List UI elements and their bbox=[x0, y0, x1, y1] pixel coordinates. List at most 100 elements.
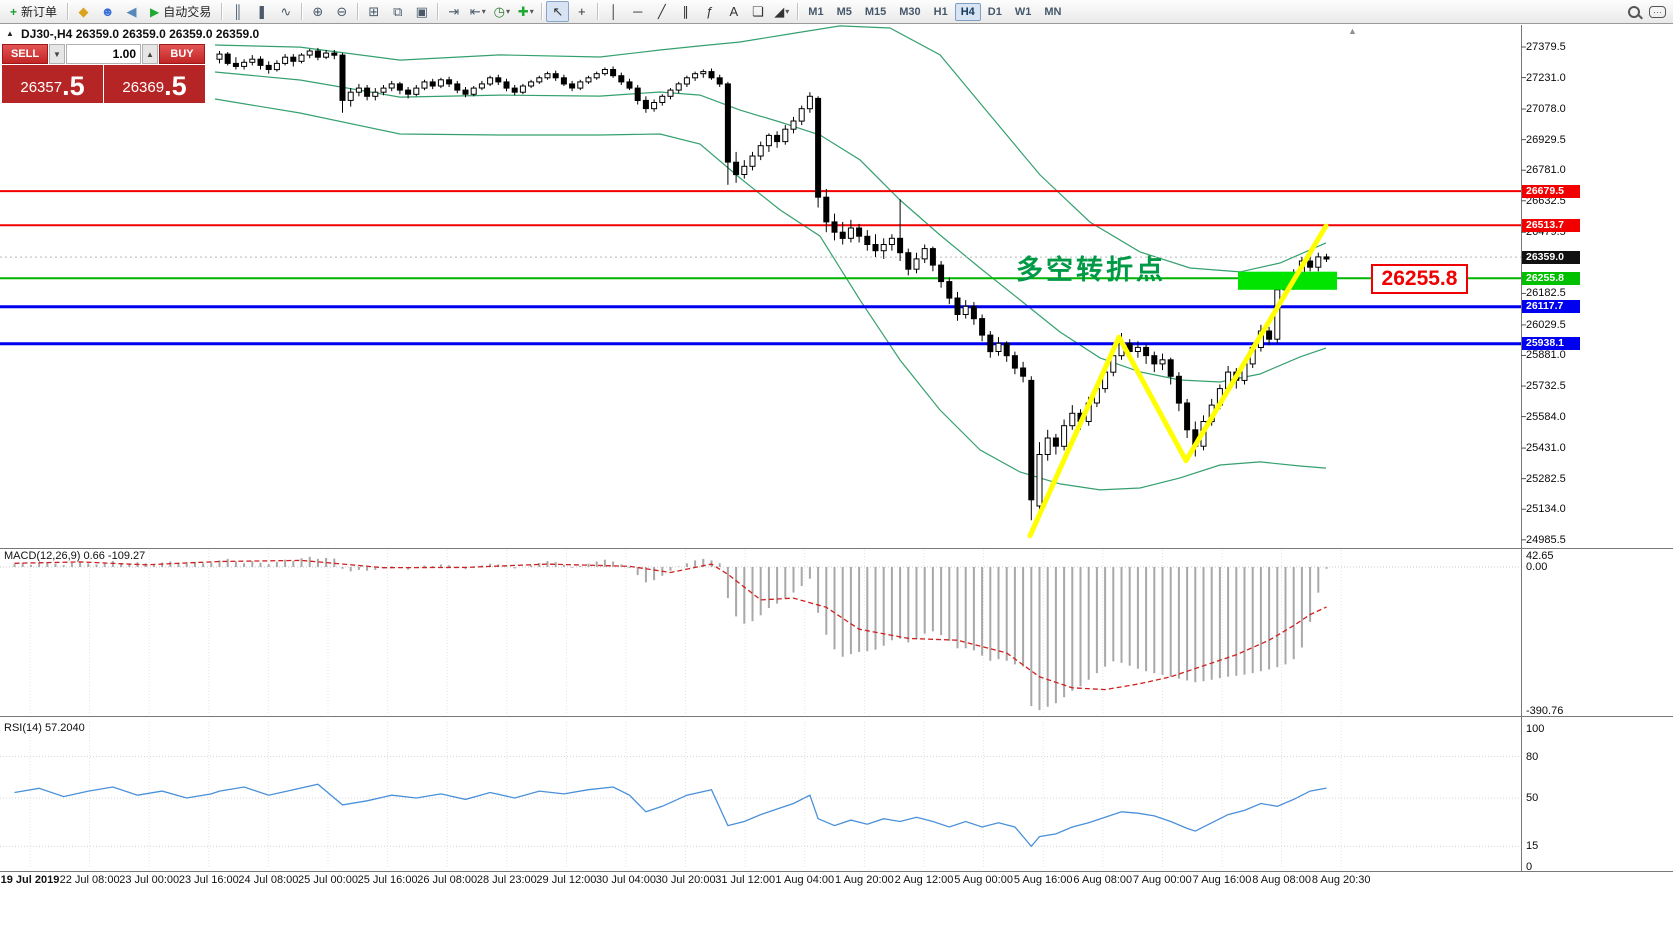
bar-chart-icon[interactable]: ║ bbox=[233, 4, 243, 19]
support-zone-rectangle[interactable] bbox=[1238, 271, 1337, 290]
time-axis-label: 5 Aug 16:00 bbox=[1013, 874, 1073, 886]
timeframe-m5[interactable]: M5 bbox=[836, 5, 852, 18]
price-tick-label: 27379.5 bbox=[1526, 41, 1566, 53]
auto-scroll-icon[interactable]: ⇥ bbox=[448, 3, 460, 19]
indicators-icon[interactable]: ✚ ▾ bbox=[517, 3, 534, 19]
zoom-in-icon[interactable]: ⊕ bbox=[312, 3, 324, 19]
auto-trading-button[interactable]: ▶ 自动交易 bbox=[144, 2, 217, 22]
toolbar-separator bbox=[301, 3, 303, 20]
rsi-scale-label: 0 bbox=[1526, 861, 1533, 873]
rsi-scale-label: 100 bbox=[1526, 723, 1545, 735]
chart-annotation-text[interactable]: 多空转折点 bbox=[1016, 255, 1166, 285]
time-axis-label: 30 Jul 04:00 bbox=[596, 874, 656, 886]
zoom-out-icon[interactable]: ⊖ bbox=[336, 3, 348, 19]
channel-icon[interactable]: ∥ bbox=[682, 3, 690, 19]
zigzag-trendline[interactable] bbox=[1027, 223, 1329, 539]
time-axis-label: 6 Aug 08:00 bbox=[1073, 874, 1133, 886]
rsi-scale-label: 50 bbox=[1526, 792, 1539, 804]
sell-price[interactable]: 26357.5 bbox=[2, 65, 103, 103]
price-tick-label: 26781.0 bbox=[1526, 164, 1566, 177]
volume-decrease-button[interactable]: ▼ bbox=[49, 44, 65, 64]
indicator-gridlines bbox=[29, 550, 1342, 869]
crosshair-icon[interactable]: + bbox=[577, 4, 586, 19]
line-chart-icon[interactable]: ∿ bbox=[280, 3, 292, 19]
price-tick-label: 27078.0 bbox=[1526, 103, 1566, 116]
play-icon: ▶ bbox=[150, 4, 160, 19]
toolbar-separator bbox=[541, 3, 543, 20]
cursor-icon[interactable]: ↖ bbox=[546, 1, 570, 22]
vertical-line-icon[interactable]: │ bbox=[609, 4, 618, 19]
chat-icon[interactable]: ··· bbox=[1646, 1, 1669, 22]
timeframe-d1[interactable]: D1 bbox=[987, 5, 1002, 18]
text-label-icon[interactable]: ❏ bbox=[751, 3, 764, 19]
time-axis-label: 29 Jul 12:00 bbox=[536, 874, 597, 886]
macd-pane-divider[interactable] bbox=[0, 548, 1673, 549]
time-axis-label: 23 Jul 16:00 bbox=[178, 874, 239, 886]
cascade-windows-icon[interactable]: ⧉ bbox=[393, 3, 403, 19]
rsi-scale-label: 80 bbox=[1526, 751, 1539, 763]
volume-input[interactable] bbox=[66, 44, 141, 64]
buy-price[interactable]: 26369.5 bbox=[104, 65, 205, 103]
new-order-button[interactable]: + 新订单 bbox=[4, 2, 63, 22]
price-tick-label: 25282.5 bbox=[1526, 472, 1566, 485]
search-icon[interactable] bbox=[1622, 1, 1645, 22]
price-tick-label: 25881.0 bbox=[1526, 349, 1566, 362]
timeframe-m15[interactable]: M15 bbox=[864, 5, 887, 18]
time-axis-label: 7 Aug 16:00 bbox=[1192, 874, 1252, 886]
rsi-pane-divider[interactable] bbox=[0, 716, 1673, 717]
trendline-icon[interactable]: ╱ bbox=[657, 3, 666, 19]
toolbar-separator bbox=[597, 3, 599, 20]
trade-panel-toggle-icon[interactable]: ▲ bbox=[6, 29, 14, 38]
rsi-scale-label: 15 bbox=[1526, 840, 1539, 852]
price-tick-label: 26929.5 bbox=[1526, 133, 1566, 146]
price-tick-label: 24985.5 bbox=[1526, 533, 1566, 546]
price-tick-label: 25732.5 bbox=[1526, 380, 1566, 393]
price-tick-label: 25431.0 bbox=[1526, 442, 1566, 455]
sell-button[interactable]: SELL bbox=[2, 44, 48, 64]
price-callout-box[interactable]: 26255.8 bbox=[1371, 264, 1468, 294]
horizontal-line-icon[interactable]: ─ bbox=[633, 4, 643, 19]
macd-scale-label: 0.00 bbox=[1526, 561, 1548, 573]
price-line-tag[interactable]: 25938.1 bbox=[1522, 337, 1580, 351]
chart-shift-marker-icon[interactable]: ▲ bbox=[1348, 26, 1357, 36]
timeframe-w1[interactable]: W1 bbox=[1014, 5, 1032, 18]
time-axis-label: 8 Aug 20:30 bbox=[1311, 874, 1371, 886]
price-line-tag[interactable]: 26255.8 bbox=[1522, 271, 1580, 285]
time-axis-divider bbox=[0, 871, 1673, 872]
sell-price-frac: .5 bbox=[62, 71, 85, 101]
time-periods-icon[interactable]: ◷ ▾ bbox=[493, 3, 510, 19]
time-axis-label: 31 Jul 12:00 bbox=[715, 874, 776, 886]
macd-indicator-label: MACD(12,26,9) 0.66 -109.27 bbox=[4, 550, 146, 562]
price-scale-tickmarks bbox=[1521, 46, 1526, 541]
tile-windows-icon[interactable]: ⊞ bbox=[368, 3, 380, 19]
rsi-indicator-label: RSI(14) 57.2040 bbox=[4, 722, 85, 734]
shapes-icon[interactable]: ◢ ▾ bbox=[774, 3, 790, 19]
news-icon[interactable]: ◀ bbox=[126, 3, 137, 19]
timeframe-mn[interactable]: MN bbox=[1044, 5, 1062, 18]
timeframe-m1[interactable]: M1 bbox=[808, 5, 824, 18]
rsi-line bbox=[14, 783, 1327, 848]
navigator-icon[interactable]: ☻ bbox=[100, 4, 115, 19]
fibonacci-icon[interactable]: ƒ bbox=[706, 4, 714, 19]
timeframe-h1[interactable]: H1 bbox=[933, 5, 948, 18]
arrange-windows-icon[interactable]: ▣ bbox=[415, 3, 428, 19]
chart-shift-icon[interactable]: ⇤ ▾ bbox=[469, 3, 486, 19]
sell-price-main: 26357 bbox=[20, 79, 63, 96]
market-watch-icon[interactable]: ◆ bbox=[78, 3, 89, 19]
price-line-tag[interactable]: 26513.7 bbox=[1522, 218, 1580, 232]
time-axis-label: 2 Aug 12:00 bbox=[894, 874, 954, 886]
time-axis-label: 30 Jul 20:00 bbox=[655, 874, 716, 886]
buy-button[interactable]: BUY bbox=[159, 44, 205, 64]
volume-increase-button[interactable]: ▲ bbox=[142, 44, 158, 64]
candlestick-chart-icon[interactable]: ❚ bbox=[256, 3, 268, 19]
text-icon[interactable]: A bbox=[729, 4, 739, 19]
price-line-tag[interactable]: 26117.7 bbox=[1522, 300, 1580, 314]
price-line-tag[interactable]: 26359.0 bbox=[1522, 250, 1580, 264]
macd-scale-label: -390.76 bbox=[1526, 705, 1564, 717]
buy-price-frac: .5 bbox=[164, 71, 187, 101]
price-line-tag[interactable]: 26679.5 bbox=[1522, 184, 1580, 198]
timeframe-m30[interactable]: M30 bbox=[899, 5, 921, 18]
timeframe-h4[interactable]: H4 bbox=[954, 2, 981, 21]
toolbar: + 新订单 ◆ ☻ ◀ ▶ 自动交易 ║ ❚ ∿ ⊕ ⊖ ⊞ ⧉ ▣ ⇥ ⇤ ▾ ◷ ▾ ✚ ▾ ↖ + │ ─ ╱ ∥ ƒ A ❏ ◢ ▾ M1… bbox=[0, 0, 1673, 24]
